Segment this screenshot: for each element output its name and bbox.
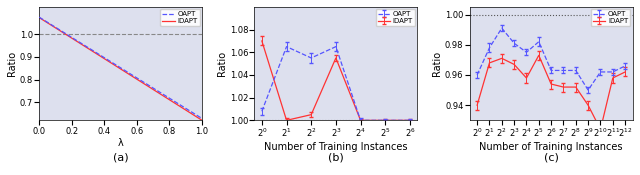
IDAPT [35, 17, 43, 19]
Legend: OAPT, IDAPT: OAPT, IDAPT [591, 9, 630, 26]
Y-axis label: Ratio: Ratio [217, 51, 227, 76]
Text: (c): (c) [544, 152, 559, 162]
Line: IDAPT: IDAPT [39, 18, 202, 120]
Line: OAPT: OAPT [39, 17, 202, 118]
IDAPT [66, 36, 74, 38]
OAPT [79, 43, 86, 45]
X-axis label: Number of Training Instances: Number of Training Instances [264, 142, 408, 152]
Y-axis label: Ratio: Ratio [432, 51, 442, 76]
OAPT [190, 112, 198, 114]
IDAPT [198, 119, 206, 121]
Text: (b): (b) [328, 152, 344, 162]
OAPT [198, 117, 206, 120]
OAPT [66, 35, 74, 37]
X-axis label: Number of Training Instances: Number of Training Instances [479, 142, 623, 152]
Legend: OAPT, IDAPT: OAPT, IDAPT [160, 9, 200, 26]
Text: (a): (a) [113, 152, 129, 162]
IDAPT [190, 114, 198, 116]
IDAPT [79, 44, 86, 46]
OAPT [42, 20, 50, 22]
IDAPT [45, 23, 53, 25]
X-axis label: λ: λ [118, 138, 124, 148]
OAPT [184, 109, 192, 111]
OAPT [45, 22, 53, 24]
OAPT [35, 16, 43, 18]
Y-axis label: Ratio: Ratio [7, 51, 17, 76]
Legend: OAPT, IDAPT: OAPT, IDAPT [376, 9, 415, 26]
IDAPT [184, 110, 192, 113]
IDAPT [42, 21, 50, 23]
